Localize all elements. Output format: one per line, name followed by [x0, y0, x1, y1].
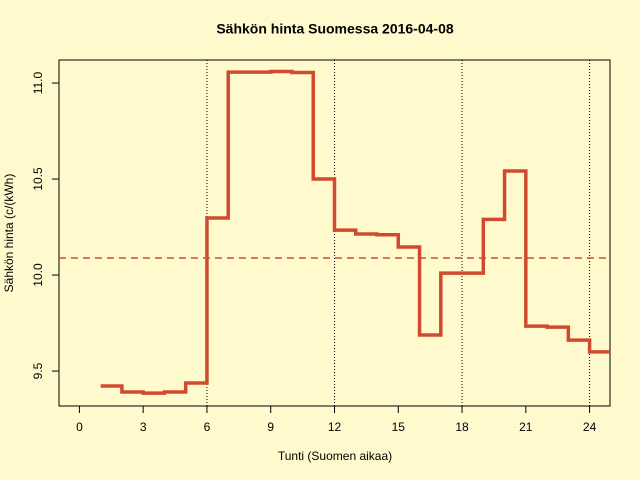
x-tick-label: 6 [204, 420, 211, 434]
x-tick-label: 18 [455, 420, 469, 434]
x-tick-label: 21 [519, 420, 533, 434]
x-axis-label: Tunti (Suomen aikaa) [278, 449, 392, 463]
y-tick-label: 10.0 [31, 263, 45, 287]
x-tick-label: 0 [76, 420, 83, 434]
y-tick-label: 11.0 [31, 71, 45, 94]
chart-title: Sähkön hinta Suomessa 2016-04-08 [216, 21, 454, 37]
x-tick-label: 15 [392, 420, 406, 434]
x-tick-label: 24 [583, 420, 597, 434]
x-tick-label: 9 [267, 420, 274, 434]
y-axis-label: Sähkön hinta (c/(kWh) [2, 174, 16, 293]
y-tick-label: 9.5 [31, 362, 45, 379]
x-tick-label: 3 [140, 420, 147, 434]
y-tick-label: 10.5 [31, 167, 45, 191]
price-line [100, 69, 610, 395]
x-tick-label: 12 [328, 420, 342, 434]
